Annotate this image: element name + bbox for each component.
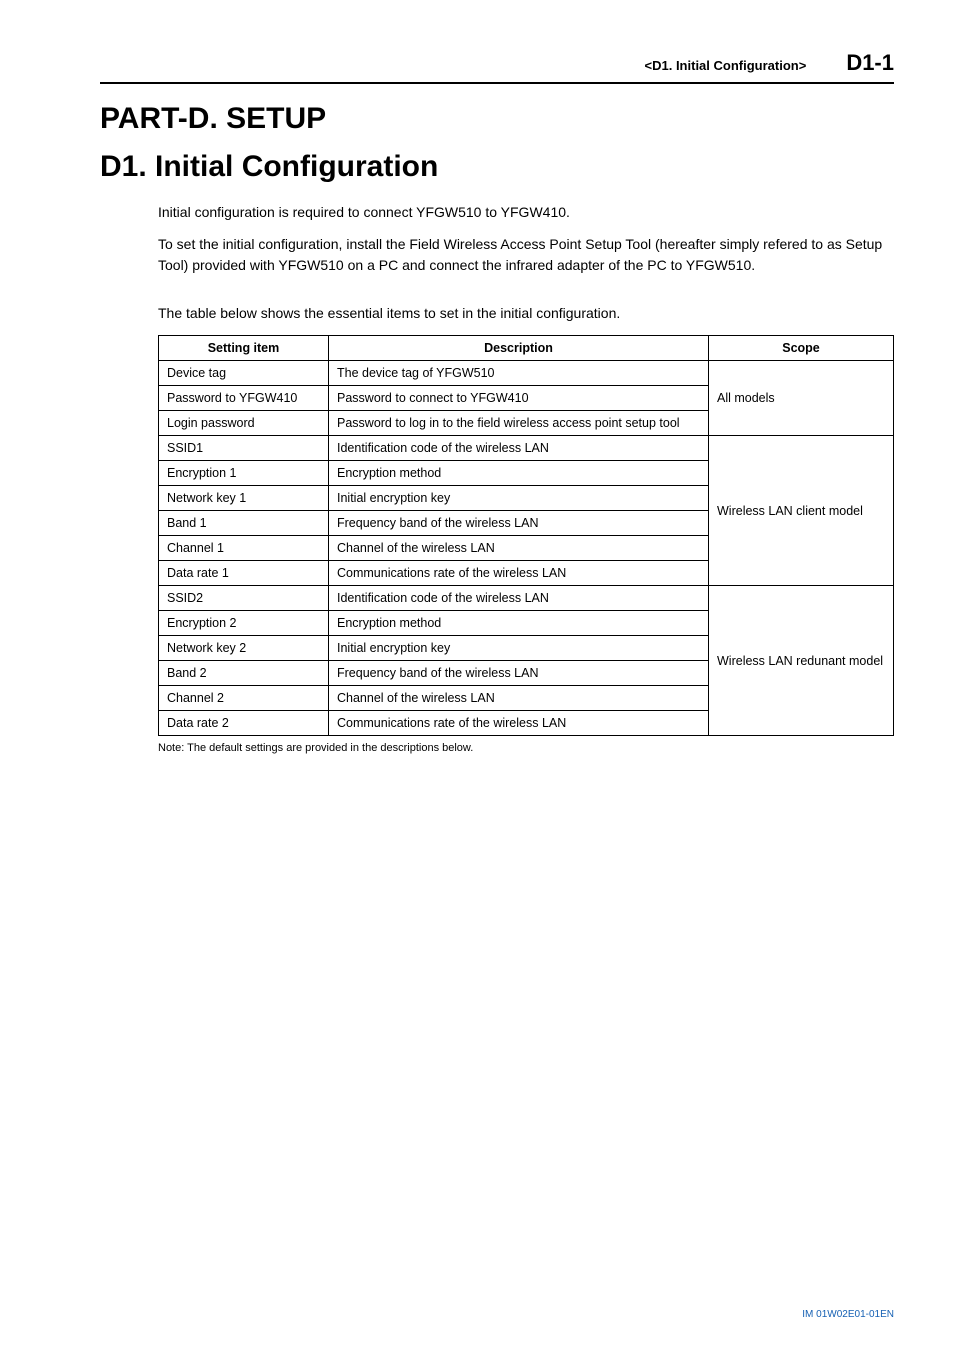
header-description: Description: [329, 336, 709, 361]
table-row: SSID1 Identification code of the wireles…: [159, 436, 894, 461]
page-number: D1-1: [846, 50, 894, 76]
cell-desc: Communications rate of the wireless LAN: [329, 561, 709, 586]
cell-desc: Initial encryption key: [329, 486, 709, 511]
cell-desc: Channel of the wireless LAN: [329, 536, 709, 561]
footer-document-id: IM 01W02E01-01EN: [802, 1309, 894, 1320]
cell-item: Network key 2: [159, 636, 329, 661]
cell-desc: Channel of the wireless LAN: [329, 686, 709, 711]
header-scope: Scope: [709, 336, 894, 361]
cell-item: SSID1: [159, 436, 329, 461]
cell-item: Band 2: [159, 661, 329, 686]
cell-item: Channel 1: [159, 536, 329, 561]
cell-desc: Identification code of the wireless LAN: [329, 436, 709, 461]
table-row: Device tag The device tag of YFGW510 All…: [159, 361, 894, 386]
cell-desc: Encryption method: [329, 611, 709, 636]
cell-desc: Password to log in to the field wireless…: [329, 411, 709, 436]
cell-item: Band 1: [159, 511, 329, 536]
part-title: PART-D. SETUP: [100, 102, 894, 136]
cell-item: Network key 1: [159, 486, 329, 511]
cell-desc: Password to connect to YFGW410: [329, 386, 709, 411]
cell-item: Data rate 1: [159, 561, 329, 586]
cell-item: Channel 2: [159, 686, 329, 711]
paragraph-table-lead: The table below shows the essential item…: [158, 303, 894, 323]
cell-scope: All models: [709, 361, 894, 436]
cell-item: Encryption 2: [159, 611, 329, 636]
cell-desc: Encryption method: [329, 461, 709, 486]
cell-scope: Wireless LAN redunant model: [709, 586, 894, 736]
paragraph-intro-1: Initial configuration is required to con…: [158, 202, 894, 222]
cell-item: Device tag: [159, 361, 329, 386]
cell-desc: Initial encryption key: [329, 636, 709, 661]
settings-table: Setting item Description Scope Device ta…: [158, 335, 894, 736]
cell-desc: Frequency band of the wireless LAN: [329, 661, 709, 686]
cell-desc: The device tag of YFGW510: [329, 361, 709, 386]
cell-desc: Frequency band of the wireless LAN: [329, 511, 709, 536]
table-header-row: Setting item Description Scope: [159, 336, 894, 361]
table-row: SSID2 Identification code of the wireles…: [159, 586, 894, 611]
cell-scope: Wireless LAN client model: [709, 436, 894, 586]
cell-item: Data rate 2: [159, 711, 329, 736]
cell-item: Password to YFGW410: [159, 386, 329, 411]
header-setting-item: Setting item: [159, 336, 329, 361]
cell-item: Login password: [159, 411, 329, 436]
cell-desc: Communications rate of the wireless LAN: [329, 711, 709, 736]
cell-desc: Identification code of the wireless LAN: [329, 586, 709, 611]
body-content: Initial configuration is required to con…: [158, 202, 894, 754]
breadcrumb: <D1. Initial Configuration>: [645, 58, 807, 73]
cell-item: Encryption 1: [159, 461, 329, 486]
header-rule: [100, 82, 894, 84]
chapter-title: D1. Initial Configuration: [100, 150, 894, 184]
page-header: <D1. Initial Configuration> D1-1: [100, 50, 894, 76]
paragraph-intro-2: To set the initial configuration, instal…: [158, 234, 894, 275]
cell-item: SSID2: [159, 586, 329, 611]
table-note: Note: The default settings are provided …: [158, 742, 894, 754]
